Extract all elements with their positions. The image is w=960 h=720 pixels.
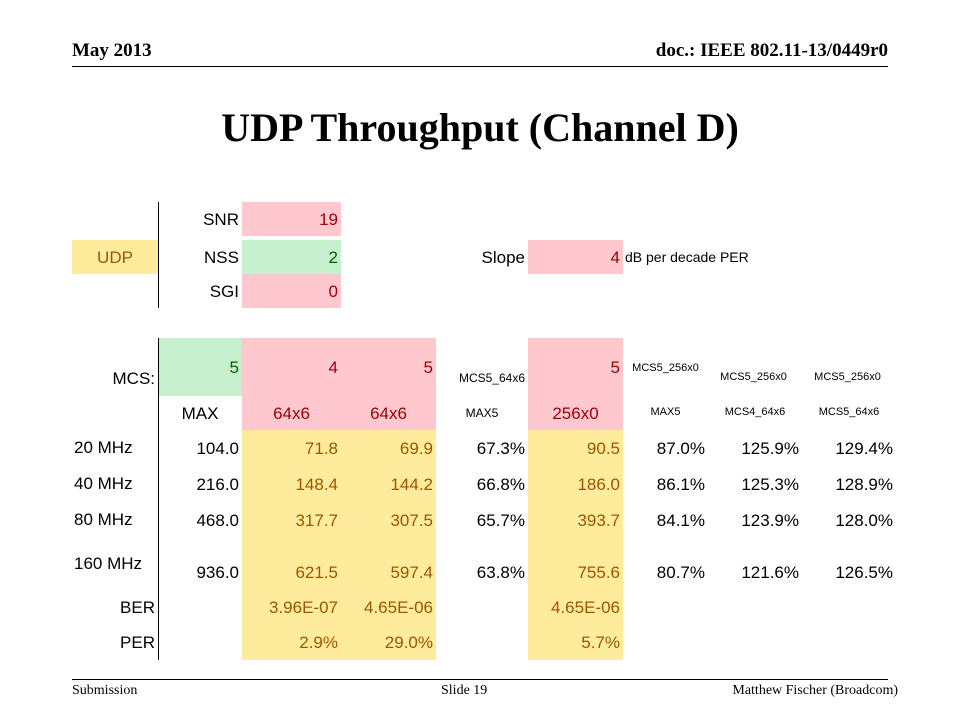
per-cell: 5.7%: [528, 624, 623, 660]
header-date: May 2013: [72, 40, 152, 61]
udp-label: UDP: [72, 240, 158, 274]
footer-slide-number: Slide 19: [441, 683, 488, 698]
snr-label: SNR: [203, 209, 239, 229]
snr-value: 19: [242, 202, 341, 236]
table-cell: 66.8%: [476, 474, 525, 494]
mcs-cell: 4: [242, 338, 341, 396]
table-cell: 90.5: [528, 430, 623, 466]
table-cell: 87.0%: [656, 438, 705, 458]
row-label: 40 MHz: [74, 473, 133, 493]
sub-header-cell: MCS5_64x6: [818, 406, 880, 419]
table-cell: 80.7%: [656, 563, 705, 582]
table-cell: 129.4%: [835, 438, 893, 458]
sub-header-cell: MAX: [181, 403, 219, 423]
footer-submission: Submission: [72, 683, 138, 698]
table-cell: 597.4: [341, 538, 436, 590]
mcs-label: MCS:: [112, 368, 156, 388]
row-label: 80 MHz: [74, 509, 133, 529]
table-cell: 128.9%: [835, 474, 893, 494]
mcs-cell: 5: [158, 338, 242, 396]
table-cell: 621.5: [242, 538, 341, 590]
ber-cell: 4.65E-06: [528, 590, 623, 624]
table-cell: 186.0: [528, 466, 623, 502]
table-cell: 69.9: [341, 430, 436, 466]
mcs-cell: MCS5_256x0: [720, 371, 787, 384]
ber-cell: 3.96E-07: [242, 590, 341, 624]
sub-header-cell: MCS4_64x6: [724, 406, 786, 419]
sub-header-cell: 64x6: [341, 396, 436, 430]
table-cell: 148.4: [242, 466, 341, 502]
slide-title: UDP Throughput (Channel D): [221, 105, 739, 150]
divider: [158, 338, 159, 660]
slope-unit: dB per decade PER: [625, 249, 749, 265]
table-cell: 125.3%: [741, 474, 799, 494]
table-cell: 393.7: [528, 502, 623, 538]
table-cell: 936.0: [196, 563, 239, 582]
table-cell: 317.7: [242, 502, 341, 538]
table-cell: 307.5: [341, 502, 436, 538]
table-cell: 121.6%: [741, 563, 799, 582]
ber-label: BER: [120, 597, 155, 617]
row-label: 160 MHz: [74, 553, 143, 573]
ber-cell: 4.65E-06: [341, 590, 436, 624]
sub-header-cell: 256x0: [528, 396, 623, 430]
slope-label: Slope: [481, 247, 525, 267]
table-cell: 126.5%: [835, 563, 893, 582]
per-label: PER: [120, 632, 155, 652]
table-cell: 468.0: [196, 510, 239, 530]
sgi-value: 0: [242, 274, 341, 308]
header-rule: [72, 66, 888, 67]
sgi-label: SGI: [209, 281, 239, 301]
table-cell: 123.9%: [741, 510, 799, 530]
table-cell: 755.6: [528, 538, 623, 590]
sub-header-cell: MAX5: [650, 406, 681, 419]
table-cell: 84.1%: [656, 510, 705, 530]
sub-header-cell: 64x6: [242, 396, 341, 430]
mcs-cell: MCS5_256x0: [632, 362, 699, 375]
mcs-cell: 5: [341, 338, 436, 396]
table-cell: 144.2: [341, 466, 436, 502]
mcs-cell: MCS5_256x0: [814, 371, 881, 384]
table-cell: 216.0: [196, 474, 239, 494]
table-cell: 128.0%: [835, 510, 893, 530]
table-cell: 65.7%: [476, 510, 525, 530]
nss-label: NSS: [204, 247, 239, 267]
row-label: 20 MHz: [74, 437, 133, 457]
table-cell: 67.3%: [476, 438, 525, 458]
mcs-cell: MCS5_64x6: [458, 371, 525, 385]
per-cell: 2.9%: [242, 624, 341, 660]
mcs-cell: 5: [528, 338, 623, 396]
table-cell: 86.1%: [656, 474, 705, 494]
table-cell: 125.9%: [741, 438, 799, 458]
per-cell: 29.0%: [341, 624, 436, 660]
table-cell: 63.8%: [476, 563, 525, 582]
footer-author: Matthew Fischer (Broadcom): [732, 683, 898, 698]
sub-header-cell: MAX5: [465, 406, 499, 420]
header-doc-id: doc.: IEEE 802.11-13/0449r0: [655, 40, 888, 61]
table-cell: 71.8: [242, 430, 341, 466]
footer-rule: [72, 679, 888, 680]
table-cell: 104.0: [196, 438, 239, 458]
slope-value: 4: [528, 240, 623, 274]
nss-value: 2: [242, 240, 341, 274]
divider: [158, 202, 159, 308]
